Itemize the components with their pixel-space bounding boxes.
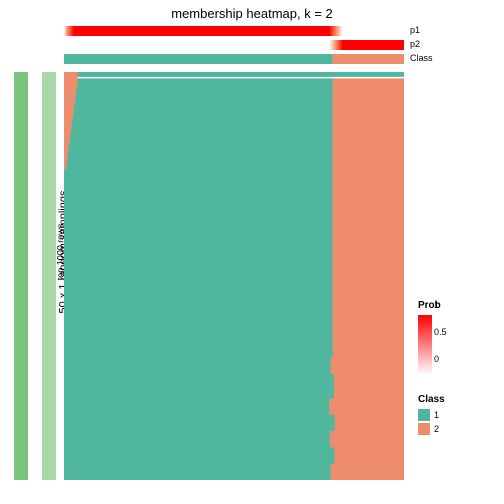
legend-prob: Prob 1 0.5 0	[418, 300, 500, 375]
prob-tick: 0.5	[434, 327, 447, 337]
legend-class-item: 1	[418, 409, 500, 421]
legend-prob-title: Prob	[418, 300, 500, 311]
p2-label: p2	[410, 39, 420, 49]
swatch	[418, 409, 430, 421]
p1-label: p1	[410, 25, 420, 35]
class-label: Class	[410, 53, 433, 63]
prob-tick: 1	[434, 300, 439, 310]
prob-tick: 0	[434, 354, 439, 364]
p2-band	[64, 40, 404, 50]
row-annot-inner	[42, 72, 56, 480]
swatch-label: 1	[434, 410, 439, 420]
legend-class: Class 1 2	[418, 394, 500, 437]
legend-class-title: Class	[418, 394, 500, 405]
swatch	[418, 423, 430, 435]
heatmap-body	[64, 72, 404, 480]
chart-title: membership heatmap, k = 2	[0, 6, 504, 21]
row-annot-outer	[14, 72, 28, 480]
p1-band	[64, 26, 404, 36]
column-annotations	[64, 26, 404, 68]
class-band	[64, 54, 404, 64]
legend-class-item: 2	[418, 423, 500, 435]
prob-gradient	[418, 315, 432, 375]
swatch-label: 2	[434, 424, 439, 434]
